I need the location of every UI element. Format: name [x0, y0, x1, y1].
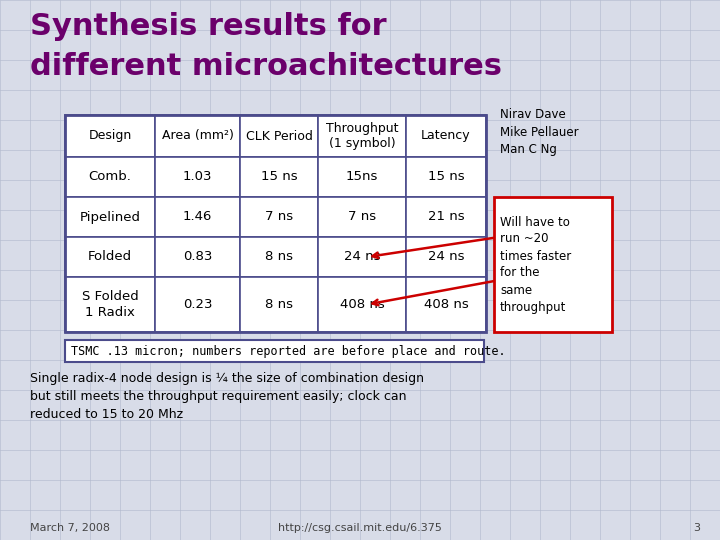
Bar [240, 115, 318, 157]
Text: Area (mm²): Area (mm²) [161, 130, 233, 143]
Text: Design: Design [89, 130, 132, 143]
Text: Folded: Folded [88, 251, 132, 264]
Text: 1.03: 1.03 [183, 171, 212, 184]
Bar [318, 157, 406, 197]
Text: TSMC .13 micron; numbers reported are before place and route.: TSMC .13 micron; numbers reported are be… [71, 345, 505, 357]
Text: Comb.: Comb. [89, 171, 132, 184]
Text: Single radix-4 node design is ¼ the size of combination design
but still meets t: Single radix-4 node design is ¼ the size… [30, 372, 424, 421]
Text: Pipelined: Pipelined [79, 211, 140, 224]
Text: Will have to
run ~20
times faster
for the
same
throughput: Will have to run ~20 times faster for th… [500, 215, 571, 314]
Text: Throughput
(1 symbol): Throughput (1 symbol) [325, 122, 398, 150]
Bar [406, 157, 486, 197]
Bar [494, 197, 612, 332]
Text: 0.23: 0.23 [183, 298, 212, 311]
Text: different microachitectures: different microachitectures [30, 52, 502, 81]
Bar [65, 237, 155, 277]
Text: 21 ns: 21 ns [428, 211, 464, 224]
Text: Latency: Latency [421, 130, 471, 143]
Bar [155, 277, 240, 332]
Text: 408 ns: 408 ns [340, 298, 384, 311]
Text: 408 ns: 408 ns [423, 298, 469, 311]
Bar [406, 197, 486, 237]
Text: 24 ns: 24 ns [343, 251, 380, 264]
Bar [318, 277, 406, 332]
Text: Nirav Dave
Mike Pellauer
Man C Ng: Nirav Dave Mike Pellauer Man C Ng [500, 107, 579, 157]
Bar [155, 157, 240, 197]
Bar [240, 157, 318, 197]
Text: 15 ns: 15 ns [261, 171, 297, 184]
Text: 0.83: 0.83 [183, 251, 212, 264]
Bar [65, 115, 155, 157]
Bar [240, 277, 318, 332]
Text: 1.46: 1.46 [183, 211, 212, 224]
Bar [155, 115, 240, 157]
Text: March 7, 2008: March 7, 2008 [30, 523, 110, 533]
Text: 8 ns: 8 ns [265, 251, 293, 264]
Text: 15ns: 15ns [346, 171, 378, 184]
Bar [240, 237, 318, 277]
Bar [65, 277, 155, 332]
Bar [240, 197, 318, 237]
Bar [318, 237, 406, 277]
Bar [155, 197, 240, 237]
Text: http://csg.csail.mit.edu/6.375: http://csg.csail.mit.edu/6.375 [278, 523, 442, 533]
Bar [155, 237, 240, 277]
Text: CLK Period: CLK Period [246, 130, 312, 143]
Text: 24 ns: 24 ns [428, 251, 464, 264]
Bar [318, 197, 406, 237]
Bar [406, 115, 486, 157]
Text: S Folded
1 Radix: S Folded 1 Radix [81, 291, 138, 319]
Text: 7 ns: 7 ns [348, 211, 376, 224]
Text: 15 ns: 15 ns [428, 171, 464, 184]
Bar [406, 237, 486, 277]
Bar [65, 157, 155, 197]
Bar [65, 340, 484, 362]
Bar [406, 277, 486, 332]
Text: 8 ns: 8 ns [265, 298, 293, 311]
Bar [65, 115, 486, 332]
Text: Synthesis results for: Synthesis results for [30, 12, 387, 41]
Text: 7 ns: 7 ns [265, 211, 293, 224]
Bar [65, 197, 155, 237]
Bar [318, 115, 406, 157]
Text: 3: 3 [693, 523, 700, 533]
